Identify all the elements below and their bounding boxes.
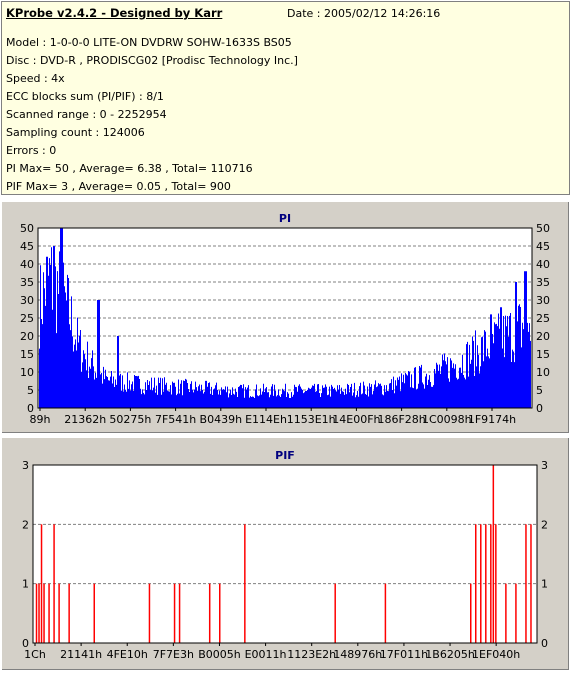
pif-chart-panel: PIF 0 0 1 1 2 2 3 3 1Ch 21141h 4FE10h 7F7E3h B0005h E0…: [1, 437, 570, 671]
y-tick-label-left: 3: [22, 459, 29, 472]
chart-title: PI: [279, 212, 291, 225]
y-tick-label-right: 25: [536, 312, 550, 325]
y-tick-label-left: 35: [20, 276, 34, 289]
plot-border: [32, 464, 538, 644]
info-speed: Speed : 4x: [6, 72, 65, 85]
y-tick-label-right: 0: [541, 637, 548, 650]
y-tick-label-right: 5: [536, 384, 543, 397]
x-tick-label: 1C0098h: [422, 413, 472, 426]
x-tick-label: 186F28h: [377, 413, 425, 426]
x-tick-label: 21362h: [64, 413, 106, 426]
pi-chart: PI 0 0 5 5 10 10 15 15 20 20 25 25 30 30 35 35 40 40 45 45 50…: [20, 212, 550, 426]
y-tick-label-right: 15: [536, 348, 550, 361]
x-tick-label: 7F7E3h: [153, 648, 194, 661]
y-tick-label-right: 1: [541, 578, 548, 591]
y-tick-label-left: 2: [22, 518, 29, 531]
y-tick-label-right: 35: [536, 276, 550, 289]
x-tick-label: 17F011h: [380, 648, 428, 661]
y-tick-label-left: 0: [27, 402, 34, 415]
x-tick-label: B0439h: [200, 413, 243, 426]
x-tick-label: 1Ch: [24, 648, 46, 661]
info-panel: KProbe v2.4.2 - Designed by Karr Date : …: [1, 1, 570, 195]
y-tick-label-left: 25: [20, 312, 34, 325]
pif-chart: PIF 0 0 1 1 2 2 3 3 1Ch 21141h 4FE10h 7F7E3h B0005h E0…: [22, 449, 548, 661]
y-tick-label-right: 50: [536, 222, 550, 235]
info-errors: Errors : 0: [6, 144, 57, 157]
y-tick-label-left: 45: [20, 240, 34, 253]
info-range: Scanned range : 0 - 2252954: [6, 108, 167, 121]
info-sampling: Sampling count : 124006: [6, 126, 145, 139]
x-tick-label: 50275h: [109, 413, 151, 426]
x-tick-label: 1EF040h: [472, 648, 520, 661]
plot-border: [37, 227, 533, 409]
x-tick-label: 148976h: [333, 648, 382, 661]
y-tick-label-right: 10: [536, 366, 550, 379]
x-tick-label: 4FE10h: [107, 648, 148, 661]
info-disc: Disc : DVD-R , PRODISCG02 [Prodisc Techn…: [6, 54, 298, 67]
info-pi-stats: PI Max= 50 , Average= 6.38 , Total= 1107…: [6, 162, 253, 175]
info-pif-stats: PIF Max= 3 , Average= 0.05 , Total= 900: [6, 180, 231, 193]
y-tick-label-left: 5: [27, 384, 34, 397]
x-tick-label: B0005h: [198, 648, 241, 661]
y-tick-label-right: 3: [541, 459, 548, 472]
info-ecc: ECC blocks sum (PI/PIF) : 8/1: [6, 90, 164, 103]
x-tick-label: 89h: [30, 413, 51, 426]
y-tick-label-left: 0: [22, 637, 29, 650]
y-tick-label-right: 20: [536, 330, 550, 343]
y-tick-label-left: 50: [20, 222, 34, 235]
pi-chart-panel: PI 0 0 5 5 10 10 15 15 20 20 25 25 30 30 35 35 40 40 45 45 50…: [1, 201, 570, 434]
y-tick-label-left: 1: [22, 578, 29, 591]
x-tick-label: E0011h: [245, 648, 287, 661]
y-tick-label-right: 40: [536, 258, 550, 271]
chart-title: PIF: [275, 449, 295, 462]
x-tick-label: 21141h: [60, 648, 102, 661]
y-tick-label-right: 45: [536, 240, 550, 253]
y-tick-label-left: 40: [20, 258, 34, 271]
y-tick-label-right: 30: [536, 294, 550, 307]
app-title: KProbe v2.4.2 - Designed by Karr: [6, 6, 223, 20]
scan-date: Date : 2005/02/12 14:26:16: [287, 7, 441, 20]
y-tick-label-right: 0: [536, 402, 543, 415]
x-tick-label: 14E00Fh: [332, 413, 380, 426]
plot-area: [32, 464, 538, 644]
x-tick-label: 1123E2h: [287, 648, 336, 661]
x-tick-label: E114Eh: [245, 413, 287, 426]
y-tick-label-left: 15: [20, 348, 34, 361]
x-tick-label: 1F9174h: [468, 413, 516, 426]
x-tick-label: 7F541h: [155, 413, 196, 426]
info-model: Model : 1-0-0-0 LITE-ON DVDRW SOHW-1633S…: [6, 36, 292, 49]
y-tick-label-left: 20: [20, 330, 34, 343]
y-tick-label-right: 2: [541, 518, 548, 531]
y-tick-label-left: 30: [20, 294, 34, 307]
x-tick-label: 1B6205h: [425, 648, 475, 661]
x-tick-label: 1153E1h: [287, 413, 336, 426]
y-tick-label-left: 10: [20, 366, 34, 379]
